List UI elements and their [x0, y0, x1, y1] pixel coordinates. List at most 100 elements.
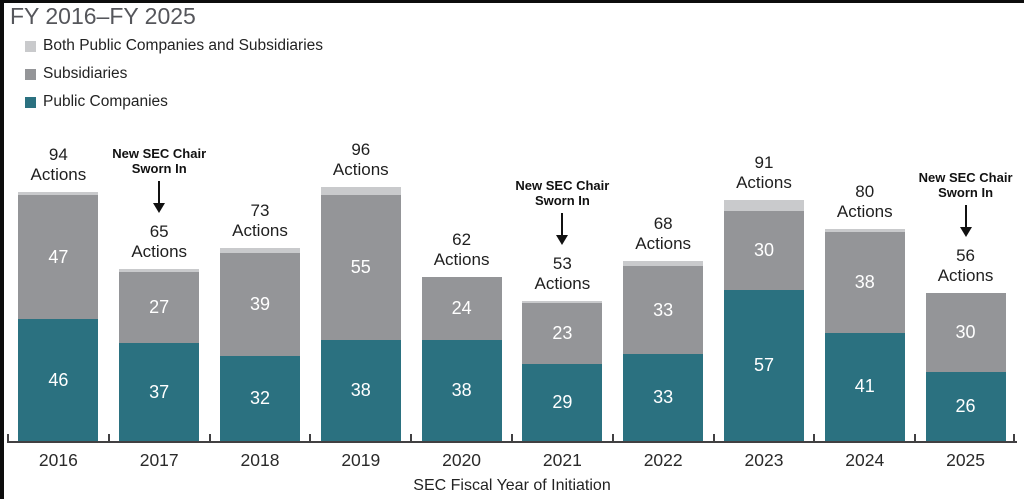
total-actions-count: 65 — [149, 222, 169, 242]
chart-column-2016: 94 Actions 46 47 — [8, 0, 109, 441]
segment-value-label: 24 — [451, 298, 472, 319]
total-actions-word: Actions — [635, 234, 692, 254]
legend-item-subsidiaries: Subsidiaries — [25, 65, 323, 83]
total-actions-label-2017: 65 Actions — [131, 222, 187, 262]
segment-subsidiaries-2024: 38 — [824, 231, 905, 333]
x-axis-tick-label-2025: 2025 — [946, 450, 986, 470]
segment-value-label: 47 — [48, 246, 69, 267]
chart-column-2019: 96 Actions 38 55 — [310, 0, 411, 441]
chart-column-2022: 68 Actions 33 33 — [613, 0, 714, 441]
total-actions-label-2024: 80 Actions — [837, 182, 893, 222]
segment-value-label: 55 — [350, 257, 371, 278]
axis-tick-mark — [209, 434, 211, 443]
total-actions-word: Actions — [534, 273, 591, 293]
annotation-text-line: Sworn In — [534, 192, 590, 208]
axis-tick-mark — [612, 434, 614, 443]
total-actions-label-2023: 91 Actions — [736, 153, 792, 193]
annotation-text-line: New SEC Chair — [515, 177, 610, 193]
segment-both-public-companies-and-subsidiaries-2019 — [320, 187, 401, 195]
segment-value-label: 26 — [955, 396, 976, 417]
segment-value-label: 23 — [552, 323, 573, 344]
segment-public-companies-2022: 33 — [623, 353, 704, 441]
stacked-bar-2016: 46 47 — [18, 192, 99, 441]
chart-column-2025: New SEC Chair Sworn In 56 Actions 26 30 — [915, 0, 1016, 441]
x-axis-tick-label-2017: 2017 — [139, 450, 179, 470]
segment-both-public-companies-and-subsidiaries-2024 — [824, 229, 905, 232]
segment-public-companies-2025: 26 — [925, 372, 1006, 441]
chart-column-2020: 62 Actions 38 24 — [411, 0, 512, 441]
annotation-new-sec-chair-2025: New SEC Chair Sworn In — [919, 170, 1013, 237]
total-actions-count: 68 — [653, 214, 673, 234]
axis-tick-mark — [410, 434, 412, 443]
stacked-bar-2017: 37 27 — [119, 269, 200, 441]
segment-public-companies-2020: 38 — [421, 340, 502, 441]
annotation-new-sec-chair-2021: New SEC Chair Sworn In — [515, 178, 609, 245]
stacked-bar-2021: 29 23 — [522, 300, 603, 441]
plot-area: 94 Actions 46 47 New SEC Chair Sworn In 65 Acti… — [8, 0, 1016, 441]
segment-subsidiaries-2022: 33 — [623, 266, 704, 354]
segment-value-label: 38 — [451, 380, 472, 401]
total-actions-count: 91 — [754, 153, 774, 173]
total-actions-count: 80 — [855, 182, 875, 202]
chart-column-2024: 80 Actions 41 38 — [814, 0, 915, 441]
segment-value-label: 32 — [249, 388, 270, 409]
total-actions-label-2018: 73 Actions — [232, 201, 288, 241]
axis-tick-mark — [108, 434, 110, 443]
legend-item-label: Public Companies — [43, 93, 168, 110]
annotation-text-line: Sworn In — [131, 161, 187, 177]
segment-value-label: 39 — [249, 294, 270, 315]
chart-column-2021: New SEC Chair Sworn In 53 Actions 29 23 — [512, 0, 613, 441]
total-actions-count: 96 — [351, 140, 371, 159]
segment-public-companies-2016: 46 — [18, 319, 99, 441]
total-actions-word: Actions — [332, 160, 389, 179]
stacked-bar-2025: 26 30 — [925, 292, 1006, 441]
segment-value-label: 29 — [552, 392, 573, 413]
down-arrow-head — [556, 234, 569, 245]
axis-tick-mark — [309, 434, 311, 443]
annotation-text-line: New SEC Chair — [918, 169, 1013, 185]
x-axis-tick-label-2019: 2019 — [341, 450, 381, 470]
segment-both-public-companies-and-subsidiaries-2018 — [219, 247, 300, 254]
legend: Both Public Companies and Subsidiaries Su… — [25, 37, 323, 111]
segment-public-companies-2023: 57 — [723, 290, 804, 441]
total-actions-word: Actions — [836, 202, 893, 222]
annotation-text-line: Sworn In — [938, 184, 994, 200]
total-actions-word: Actions — [937, 265, 994, 285]
down-arrow-icon — [959, 204, 972, 237]
stacked-bar-2023: 57 30 — [723, 200, 804, 441]
total-actions-count: 53 — [552, 253, 572, 273]
down-arrow-head — [959, 226, 972, 237]
segment-value-label: 30 — [955, 322, 976, 343]
legend-item-label: Both Public Companies and Subsidiaries — [43, 37, 324, 54]
total-actions-word: Actions — [232, 220, 288, 240]
top-border-line — [0, 0, 1024, 3]
segment-public-companies-2017: 37 — [119, 343, 200, 441]
chart-column-2018: 73 Actions 32 39 — [210, 0, 311, 441]
segment-subsidiaries-2019: 55 — [320, 194, 401, 341]
segment-both-public-companies-and-subsidiaries-2022 — [623, 261, 704, 267]
axis-tick-mark — [7, 434, 9, 443]
axis-tick-mark — [914, 434, 916, 443]
stacked-bar-2020: 38 24 — [421, 276, 502, 441]
total-actions-label-2016: 94 Actions — [31, 145, 87, 185]
segment-subsidiaries-2016: 47 — [18, 194, 99, 320]
segment-public-companies-2019: 38 — [320, 340, 401, 441]
segment-value-label: 33 — [653, 386, 674, 407]
left-border-line — [0, 0, 4, 499]
x-axis-tick-label-2024: 2024 — [845, 450, 885, 470]
segment-value-label: 30 — [753, 240, 774, 260]
legend-swatch-light-gray-icon — [25, 40, 36, 52]
x-axis-tick-label-2022: 2022 — [643, 450, 683, 470]
axis-tick-mark — [713, 434, 715, 443]
total-actions-count: 94 — [48, 145, 68, 165]
x-axis-tick-label-2021: 2021 — [542, 450, 582, 470]
segment-both-public-companies-and-subsidiaries-2023 — [723, 200, 804, 211]
axis-tick-mark — [813, 434, 815, 443]
total-actions-label-2022: 68 Actions — [635, 214, 691, 254]
segment-value-label: 41 — [854, 376, 875, 397]
segment-public-companies-2021: 29 — [522, 364, 603, 441]
down-arrow-shaft — [964, 204, 967, 227]
segment-value-label: 57 — [753, 355, 774, 376]
stacked-bar-2024: 41 38 — [824, 229, 905, 441]
segment-value-label: 46 — [48, 369, 69, 390]
